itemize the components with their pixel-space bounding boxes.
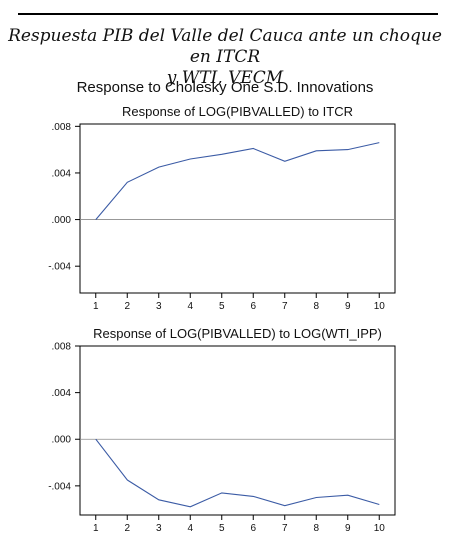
series-line	[95, 438, 380, 508]
y-tick-label: -.004	[48, 481, 71, 492]
y-tick-label: .008	[52, 342, 72, 353]
x-tick-label: 3	[156, 523, 162, 534]
x-tick-label: 2	[124, 523, 130, 534]
x-tick-label: 4	[187, 523, 193, 534]
data-point	[315, 496, 317, 498]
y-tick-label: .004	[52, 388, 72, 399]
document-title-line-1: Respuesta PIB del Valle del Cauca ante u…	[8, 26, 442, 67]
chart-title: Response of LOG(PIBVALLED) to ITCR	[122, 104, 353, 119]
data-point	[158, 166, 160, 168]
y-tick-label: -.004	[48, 262, 71, 273]
x-tick-label: 7	[282, 301, 288, 312]
data-point	[189, 158, 191, 160]
x-tick-label: 6	[250, 301, 256, 312]
data-point	[189, 506, 191, 508]
y-tick-label: .000	[52, 435, 72, 446]
chart-title: Response of LOG(PIBVALLED) to LOG(WTI_IP…	[93, 326, 382, 341]
data-point	[378, 141, 380, 143]
plot-frame	[79, 345, 396, 516]
figure-title: Response to Cholesky One S.D. Innovation…	[76, 79, 374, 96]
x-tick-label: 10	[374, 301, 386, 312]
x-tick-label: 5	[219, 301, 225, 312]
x-tick-label: 2	[124, 301, 130, 312]
x-tick-label: 6	[250, 523, 256, 534]
data-point	[126, 479, 128, 481]
y-tick-label: .004	[52, 168, 72, 179]
chart-panel-itcr: Response of LOG(PIBVALLED) to ITCR .008 .0…	[48, 104, 396, 312]
series-line	[95, 142, 380, 220]
data-point	[284, 160, 286, 162]
y-tick-label: .000	[52, 215, 72, 226]
data-point	[221, 492, 223, 494]
x-tick-label: 10	[374, 523, 386, 534]
document-title-line-2: y WTI, VECM	[166, 68, 284, 88]
chart-panel-wti: Response of LOG(PIBVALLED) to LOG(WTI_IP…	[48, 326, 396, 534]
data-point	[252, 495, 254, 497]
data-point	[315, 150, 317, 152]
data-point	[347, 494, 349, 496]
data-point	[252, 147, 254, 149]
x-tick-label: 8	[313, 301, 319, 312]
plot-frame	[79, 123, 396, 294]
data-point	[158, 499, 160, 501]
x-tick-label: 1	[93, 301, 99, 312]
x-tick-label: 9	[345, 523, 351, 534]
data-point	[221, 153, 223, 155]
x-tick-label: 1	[93, 523, 99, 534]
data-point	[126, 181, 128, 183]
x-tick-label: 5	[219, 523, 225, 534]
data-point	[284, 504, 286, 506]
x-tick-label: 7	[282, 523, 288, 534]
y-tick-label: .008	[52, 122, 72, 133]
x-tick-label: 3	[156, 301, 162, 312]
x-tick-label: 4	[187, 301, 193, 312]
data-point	[95, 218, 97, 220]
data-point	[347, 148, 349, 150]
x-tick-label: 9	[345, 301, 351, 312]
document-title: Respuesta PIB del Valle del Cauca ante u…	[0, 26, 450, 89]
x-tick-label: 8	[313, 523, 319, 534]
data-point	[378, 503, 380, 505]
top-rule	[18, 13, 438, 15]
data-point	[95, 438, 97, 440]
